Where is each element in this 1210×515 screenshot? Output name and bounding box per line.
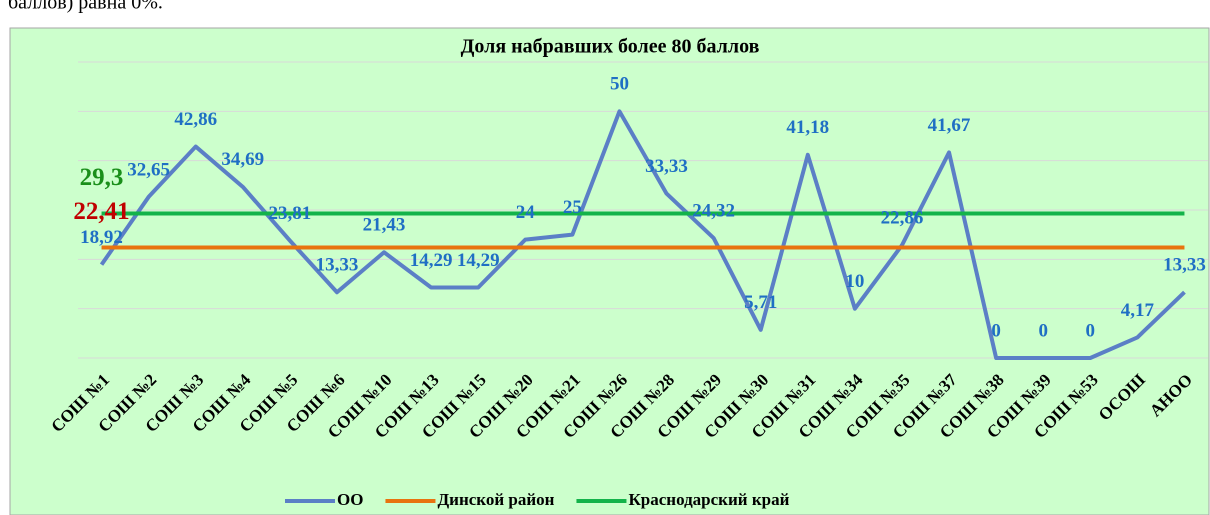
data-label: 14,29 bbox=[410, 250, 453, 271]
data-label: 10 bbox=[845, 271, 864, 292]
data-label: 0 bbox=[1038, 320, 1048, 341]
header-text: баллов) равна 0%. bbox=[8, 0, 163, 14]
data-label: 13,33 bbox=[316, 255, 359, 276]
data-label: 24,32 bbox=[692, 200, 735, 221]
data-label: 29,3 bbox=[80, 164, 124, 191]
data-label: 22,41 bbox=[73, 198, 129, 225]
data-label: 0 bbox=[991, 320, 1001, 341]
chart-title: Доля набравших более 80 баллов bbox=[461, 36, 760, 58]
data-label: 24 bbox=[516, 202, 536, 223]
data-label: 25 bbox=[563, 197, 582, 218]
legend-label: Динской район bbox=[437, 490, 554, 509]
data-label: 41,67 bbox=[928, 115, 971, 136]
data-label: 50 bbox=[610, 74, 629, 95]
data-label: 0 bbox=[1086, 320, 1096, 341]
data-label: 34,69 bbox=[221, 149, 264, 170]
chart-area bbox=[9, 27, 1210, 515]
data-label: 5,71 bbox=[744, 292, 777, 313]
data-label: 22,86 bbox=[881, 208, 924, 229]
data-label: 18,92 bbox=[80, 227, 123, 248]
data-label: 21,43 bbox=[363, 215, 406, 236]
data-label: 41,18 bbox=[786, 117, 829, 138]
series-line bbox=[99, 109, 1186, 360]
data-label: 13,33 bbox=[1163, 255, 1206, 276]
legend-label: Краснодарский край bbox=[628, 490, 789, 509]
data-label: 32,65 bbox=[127, 159, 170, 180]
data-label: 14,29 bbox=[457, 250, 500, 271]
data-label: 4,17 bbox=[1121, 300, 1155, 321]
data-label: 23,81 bbox=[269, 203, 312, 224]
data-label: 33,33 bbox=[645, 156, 688, 177]
data-label: 42,86 bbox=[174, 109, 217, 130]
legend-label: ОО bbox=[337, 490, 363, 509]
